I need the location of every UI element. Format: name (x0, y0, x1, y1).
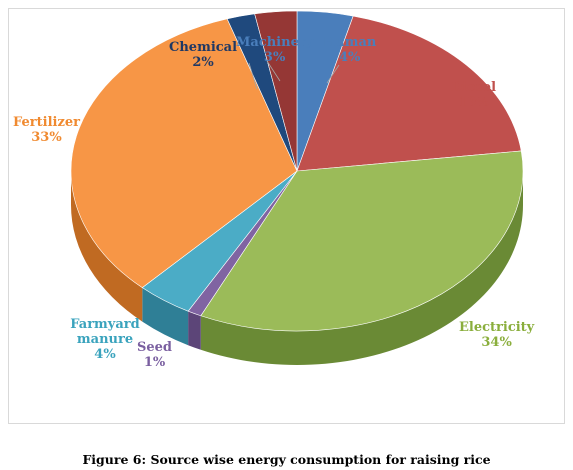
slice-label-farmyard-manure: Farmyard manure 4% (70, 317, 140, 362)
pie-side-farmyard-manure (142, 287, 189, 346)
chart-frame: Human 4% Diesel 19% Electricity 34% Seed 1% … (8, 8, 565, 424)
figure-caption: Figure 6: Source wise energy consumption… (82, 452, 491, 467)
leader-line (248, 62, 258, 90)
slice-label-diesel: Diesel 19% (451, 80, 497, 110)
slice-label-chemical: Chemical 2% (169, 40, 238, 70)
slice-label-machinery: Machinery 3% (236, 35, 314, 65)
slice-label-human: Human 4% (323, 35, 377, 65)
pie-slice-machinery (254, 10, 298, 172)
pie-top (70, 10, 524, 332)
slice-label-seed: Seed 1% (137, 340, 173, 370)
slice-label-electricity: Electricity 34% (459, 320, 535, 350)
pie-chart (70, 10, 524, 365)
slice-label-fertilizer: Fertilizer 33% (13, 115, 80, 145)
pie-slice-electricity (200, 150, 524, 332)
pie-side-seed (188, 311, 201, 350)
leader-line (326, 64, 340, 84)
leader-line (266, 60, 281, 82)
pie-slice-fertilizer (70, 18, 298, 289)
pie-side-walls (71, 171, 524, 365)
pie-slice-diesel (296, 15, 522, 172)
pie-side-fertilizer (71, 171, 143, 322)
pie-side-electricity (200, 171, 524, 365)
